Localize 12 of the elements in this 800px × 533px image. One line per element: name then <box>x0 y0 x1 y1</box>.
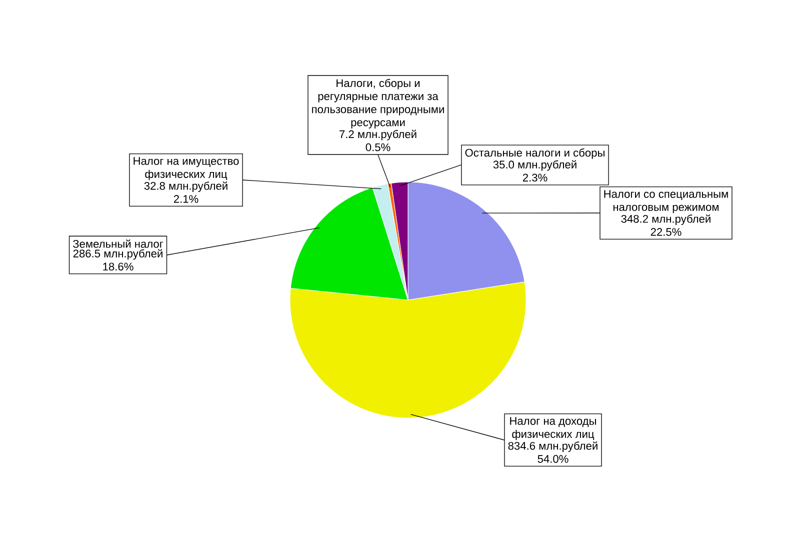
slice-label: Налог на имущество физических лиц <box>134 157 239 180</box>
data-label: 35.0 млн.рублей 2.3% <box>493 160 576 182</box>
slice-label: Налоги, сборы и регулярные платежи за пользование природными ресурсами <box>312 78 444 128</box>
slice-label: Остальные налоги и сборы <box>465 148 604 159</box>
data-label: 348.2 млн.рублей 22.5% <box>621 214 710 236</box>
slice-label: Налог на доходы физических лиц <box>510 417 596 440</box>
slice-label: Налоги со специальным налоговым режимом <box>604 190 728 214</box>
slice-label: Земельный налог <box>72 239 164 248</box>
data-label: 834.6 млн.рублей 54.0% <box>508 441 598 463</box>
data-label: 7.2 млн.рублей 0.5% <box>340 130 416 152</box>
data-label: 286.5 млн.рублей 18.6% <box>73 249 162 271</box>
data-label: 32.8 млн.рублей 2.1% <box>144 181 228 203</box>
